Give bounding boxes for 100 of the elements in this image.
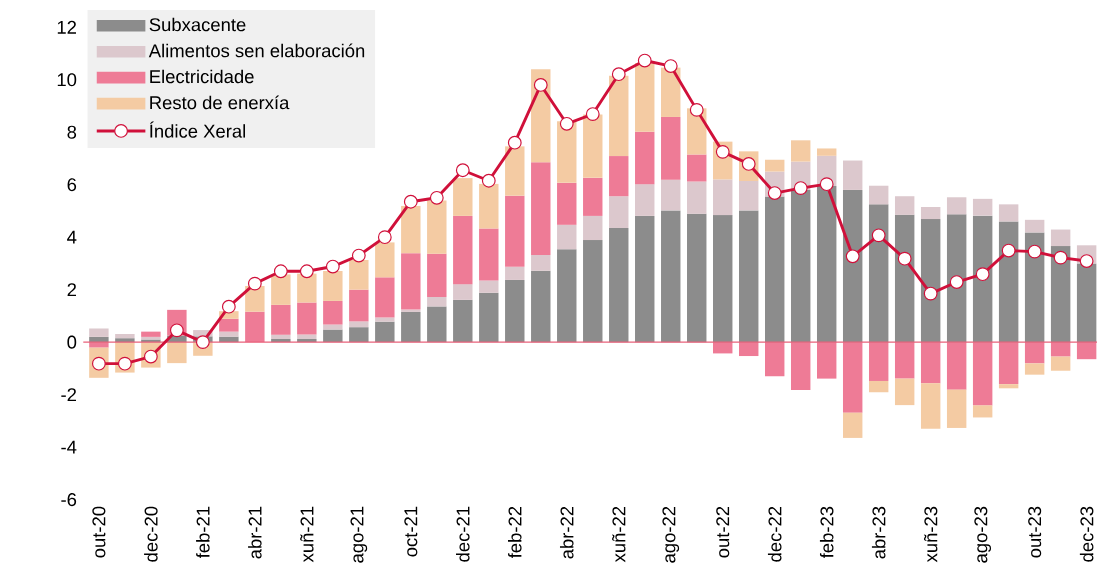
- bar: [609, 75, 629, 156]
- bar: [635, 184, 655, 216]
- bar: [920, 342, 941, 384]
- bar: [505, 195, 525, 267]
- bar: [868, 342, 889, 381]
- bar: [557, 249, 577, 343]
- bar: [842, 160, 863, 190]
- bar: [661, 116, 681, 180]
- bar: [271, 274, 291, 305]
- x-tick-label: feb-22: [508, 506, 522, 558]
- y-tick-label: -6: [61, 492, 77, 507]
- bar: [323, 324, 343, 330]
- y-tick-label: 2: [67, 283, 76, 297]
- y-tick-label: 8: [67, 125, 77, 139]
- x-tick-label: feb-21: [196, 506, 210, 558]
- bar: [894, 214, 915, 343]
- y-tick-label: 4: [67, 230, 77, 244]
- bar: [453, 284, 473, 300]
- point: [1053, 250, 1068, 265]
- bar: [557, 182, 577, 225]
- point: [221, 299, 236, 314]
- bar: [868, 185, 889, 205]
- point: [507, 135, 522, 150]
- bar: [219, 318, 239, 332]
- point: [1001, 243, 1016, 258]
- bar: [245, 311, 265, 343]
- bar: [375, 321, 395, 343]
- point: [429, 190, 444, 205]
- bar: [349, 321, 369, 328]
- y-tick-label: 0: [67, 335, 77, 349]
- x-tick-label: out-22: [716, 506, 730, 558]
- bar: [687, 181, 707, 214]
- point: [559, 116, 574, 131]
- bar: [998, 384, 1019, 389]
- bar: [1024, 363, 1045, 375]
- x-tick-label: abr-23: [871, 506, 886, 559]
- point: [195, 335, 210, 349]
- x-tick-label: dec-21: [456, 506, 470, 562]
- point: [247, 276, 262, 291]
- point: [819, 177, 834, 191]
- bar: [1024, 342, 1045, 364]
- bar: [739, 180, 759, 211]
- bar: [1050, 229, 1071, 246]
- bar: [920, 206, 941, 219]
- bar: [349, 289, 369, 322]
- point: [377, 230, 392, 244]
- bar: [505, 279, 525, 343]
- bar: [427, 306, 447, 343]
- x-tick-label: dec-22: [767, 506, 782, 562]
- point: [351, 248, 366, 263]
- point: [611, 67, 626, 82]
- y-tick-label: 6: [67, 178, 77, 192]
- point: [715, 144, 730, 159]
- bar: [271, 334, 291, 339]
- bar: [583, 239, 603, 343]
- bar: [635, 131, 655, 185]
- bar: [868, 204, 889, 343]
- bar: [894, 342, 915, 379]
- bar: [271, 304, 291, 335]
- bar: [687, 213, 707, 343]
- bar: [920, 383, 941, 429]
- bar: [453, 178, 473, 216]
- bar: [375, 317, 395, 322]
- bar: [505, 146, 525, 196]
- y-tick-label: 10: [57, 73, 77, 87]
- bar: [1024, 232, 1045, 343]
- bar: [1050, 342, 1071, 357]
- legend-label: Electricidade: [150, 69, 254, 84]
- bar: [427, 296, 447, 307]
- bar: [894, 378, 915, 406]
- point: [767, 186, 782, 200]
- bar: [661, 210, 681, 343]
- x-tick-label: dec-23: [1079, 506, 1094, 562]
- point: [845, 249, 860, 264]
- point: [637, 53, 652, 68]
- bar: [842, 342, 863, 413]
- bar: [453, 299, 473, 343]
- point: [585, 107, 600, 121]
- x-tick-label: ago-23: [974, 506, 992, 563]
- bar: [739, 210, 759, 343]
- point: [689, 102, 704, 117]
- bar: [323, 270, 343, 301]
- point: [923, 286, 938, 301]
- bar: [972, 405, 993, 418]
- bar: [816, 148, 837, 156]
- point: [533, 77, 548, 92]
- bar: [842, 412, 863, 438]
- x-tick-label: oct-21: [404, 506, 418, 557]
- bar: [765, 196, 785, 343]
- x-tick-label: out-23: [1028, 506, 1042, 558]
- point: [325, 259, 340, 274]
- point: [1027, 244, 1042, 259]
- bar: [998, 342, 1019, 385]
- bar: [557, 224, 577, 250]
- bar: [790, 140, 811, 162]
- bar: [713, 215, 733, 343]
- bar: [323, 329, 343, 343]
- bar: [920, 218, 941, 343]
- bar: [531, 162, 551, 255]
- bar: [946, 389, 967, 428]
